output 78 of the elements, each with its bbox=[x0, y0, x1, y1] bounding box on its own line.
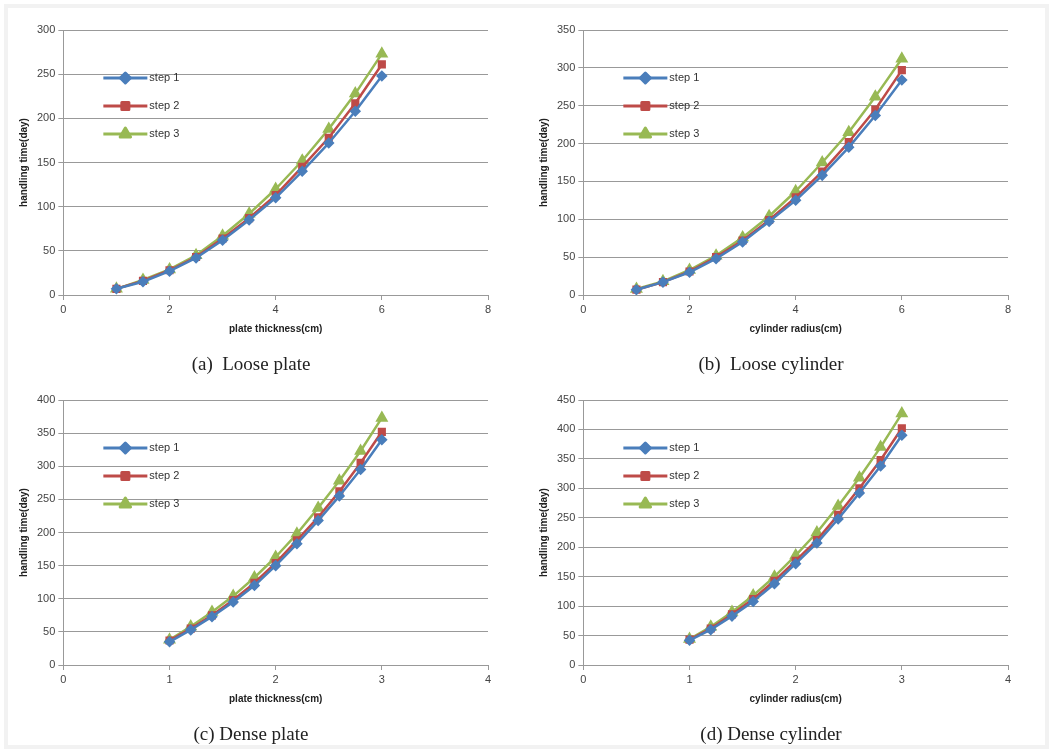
legend-label: step 3 bbox=[149, 127, 180, 140]
x-tick-label: 0 bbox=[580, 302, 587, 315]
legend-label: step 2 bbox=[669, 469, 700, 482]
y-tick-label: 150 bbox=[36, 155, 56, 168]
y-tick-label: 50 bbox=[43, 624, 56, 637]
y-tick-label: 250 bbox=[556, 510, 576, 523]
legend-label: step 3 bbox=[669, 497, 700, 510]
y-tick-label: 200 bbox=[36, 525, 56, 538]
x-tick-label: 8 bbox=[1004, 302, 1012, 315]
y-tick-label: 0 bbox=[569, 288, 576, 301]
x-axis-title: cylinder radius(cm) bbox=[749, 692, 842, 704]
text: (d) Dense cylinder bbox=[700, 722, 843, 745]
y-tick-label: 100 bbox=[36, 199, 56, 212]
y-tick-label: 250 bbox=[36, 492, 56, 505]
x-tick-label: 4 bbox=[484, 672, 492, 685]
legend-label: step 3 bbox=[669, 127, 700, 140]
x-tick-label: 2 bbox=[166, 302, 173, 315]
y-tick-label: 350 bbox=[556, 23, 576, 36]
legend-label: step 1 bbox=[669, 441, 700, 454]
y-tick-label: 150 bbox=[556, 569, 576, 582]
x-tick-label: 8 bbox=[484, 302, 492, 315]
y-tick-label: 100 bbox=[556, 599, 576, 612]
y-axis-title: handling time(day) bbox=[537, 488, 549, 577]
y-tick-label: 250 bbox=[556, 98, 576, 111]
y-tick-label: 50 bbox=[43, 243, 56, 256]
x-tick-label: 2 bbox=[792, 672, 799, 685]
y-tick-label: 350 bbox=[556, 451, 576, 464]
x-tick-label: 3 bbox=[898, 672, 905, 685]
y-tick-label: 200 bbox=[36, 111, 56, 124]
x-tick-label: 2 bbox=[686, 302, 693, 315]
y-tick-label: 50 bbox=[563, 250, 576, 263]
y-tick-label: 100 bbox=[556, 212, 576, 225]
legend-label: step 1 bbox=[149, 441, 180, 454]
y-tick-label: 300 bbox=[36, 459, 56, 472]
x-tick-label: 4 bbox=[1004, 672, 1012, 685]
y-tick-label: 250 bbox=[36, 67, 56, 80]
y-axis-title: handling time(day) bbox=[17, 118, 29, 207]
legend-label: step 1 bbox=[669, 71, 700, 84]
text: (b) Loose cylinder bbox=[698, 352, 845, 375]
x-tick-label: 6 bbox=[378, 302, 385, 315]
x-tick-label: 6 bbox=[898, 302, 905, 315]
y-tick-label: 300 bbox=[556, 60, 576, 73]
x-tick-label: 0 bbox=[60, 672, 67, 685]
y-tick-label: 400 bbox=[36, 393, 56, 406]
y-tick-label: 300 bbox=[36, 23, 56, 36]
y-tick-label: 0 bbox=[569, 658, 576, 671]
y-axis-title: handling time(day) bbox=[537, 118, 549, 207]
y-tick-label: 0 bbox=[49, 658, 56, 671]
y-tick-label: 150 bbox=[556, 174, 576, 187]
y-tick-label: 50 bbox=[563, 628, 576, 641]
y-tick-label: 450 bbox=[556, 393, 576, 406]
x-tick-label: 3 bbox=[378, 672, 385, 685]
y-tick-label: 350 bbox=[36, 426, 56, 439]
legend-label: step 2 bbox=[669, 99, 700, 112]
x-axis-title: cylinder radius(cm) bbox=[749, 322, 842, 334]
legend-label: step 2 bbox=[149, 469, 180, 482]
y-tick-label: 400 bbox=[556, 422, 576, 435]
legend-label: step 3 bbox=[149, 497, 180, 510]
text: (c) Dense plate bbox=[193, 722, 309, 745]
legend-label: step 2 bbox=[149, 99, 180, 112]
x-tick-label: 0 bbox=[60, 302, 67, 315]
x-tick-label: 0 bbox=[580, 672, 587, 685]
text: (a) Loose plate bbox=[191, 352, 311, 375]
x-axis-title: plate thickness(cm) bbox=[228, 692, 323, 704]
x-tick-label: 4 bbox=[792, 302, 799, 315]
y-tick-label: 300 bbox=[556, 481, 576, 494]
x-tick-label: 4 bbox=[272, 302, 279, 315]
x-tick-label: 2 bbox=[272, 672, 279, 685]
x-axis-title: plate thickness(cm) bbox=[228, 322, 323, 334]
y-tick-label: 100 bbox=[36, 591, 56, 604]
legend-label: step 1 bbox=[149, 71, 180, 84]
y-axis-title: handling time(day) bbox=[17, 488, 29, 577]
x-tick-label: 1 bbox=[686, 672, 693, 685]
y-tick-label: 150 bbox=[36, 558, 56, 571]
y-tick-label: 0 bbox=[49, 288, 56, 301]
x-tick-label: 1 bbox=[166, 672, 173, 685]
y-tick-label: 200 bbox=[556, 540, 576, 553]
y-tick-label: 200 bbox=[556, 136, 576, 149]
